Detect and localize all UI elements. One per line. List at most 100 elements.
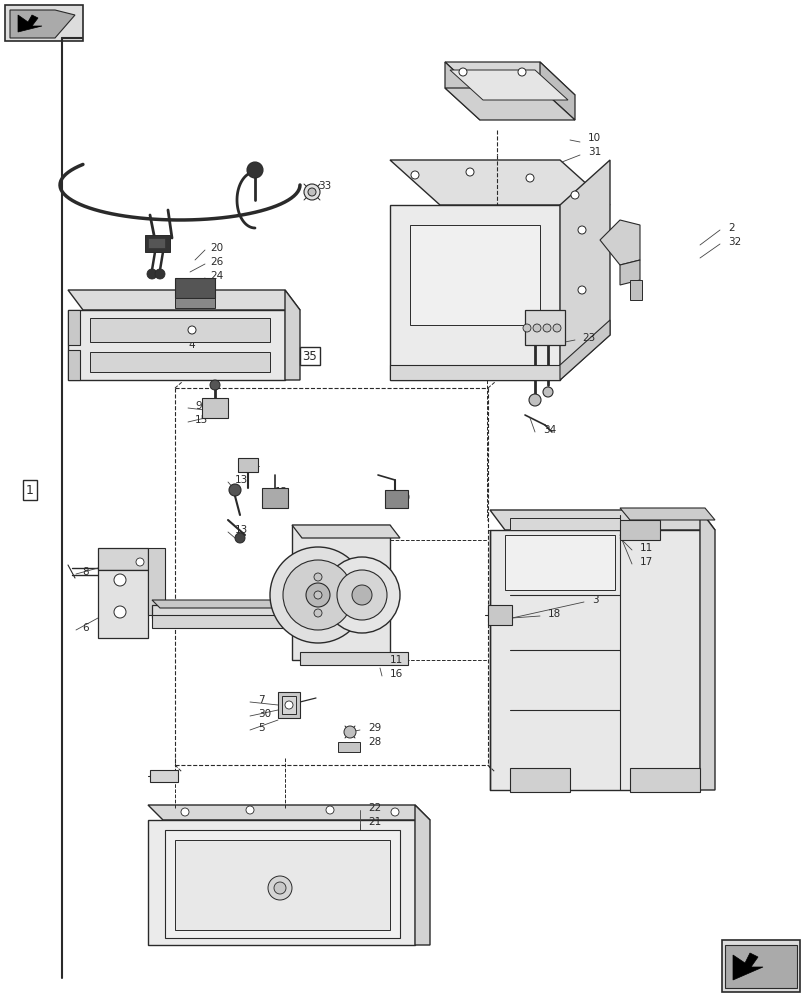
- Polygon shape: [337, 742, 359, 752]
- Polygon shape: [90, 352, 270, 372]
- Circle shape: [543, 324, 551, 332]
- Polygon shape: [444, 62, 574, 95]
- Text: 32: 32: [727, 237, 740, 247]
- Text: 26: 26: [210, 257, 223, 267]
- Circle shape: [181, 808, 189, 816]
- Text: 11: 11: [389, 655, 403, 665]
- Polygon shape: [98, 548, 148, 570]
- Circle shape: [135, 558, 144, 566]
- Text: 20: 20: [210, 243, 223, 253]
- Circle shape: [303, 184, 320, 200]
- Circle shape: [552, 324, 560, 332]
- Circle shape: [246, 806, 254, 814]
- Polygon shape: [389, 365, 560, 380]
- Circle shape: [155, 269, 165, 279]
- Polygon shape: [90, 318, 270, 342]
- Circle shape: [391, 808, 398, 816]
- Polygon shape: [285, 290, 299, 380]
- Text: 13: 13: [234, 475, 248, 485]
- Bar: [721, 940, 799, 992]
- Bar: [504, 535, 614, 590]
- Polygon shape: [175, 278, 215, 298]
- Polygon shape: [732, 953, 762, 980]
- Circle shape: [307, 188, 315, 196]
- Circle shape: [526, 174, 534, 182]
- Text: 4: 4: [188, 340, 195, 350]
- Polygon shape: [68, 290, 299, 310]
- Circle shape: [306, 583, 329, 607]
- Polygon shape: [175, 298, 215, 308]
- Polygon shape: [175, 840, 389, 930]
- Text: 16: 16: [389, 669, 403, 679]
- Text: 1: 1: [26, 484, 34, 496]
- Circle shape: [325, 806, 333, 814]
- Circle shape: [517, 68, 526, 76]
- Bar: [410, 225, 539, 325]
- Text: 33: 33: [318, 181, 331, 191]
- Polygon shape: [202, 398, 228, 418]
- Circle shape: [283, 560, 353, 630]
- Circle shape: [337, 570, 387, 620]
- Circle shape: [314, 591, 322, 599]
- Circle shape: [344, 726, 355, 738]
- Polygon shape: [449, 70, 568, 100]
- Polygon shape: [489, 510, 714, 530]
- Text: 35: 35: [303, 350, 317, 362]
- Circle shape: [577, 286, 586, 294]
- Circle shape: [532, 324, 540, 332]
- Circle shape: [147, 269, 157, 279]
- Polygon shape: [724, 945, 796, 988]
- Text: 34: 34: [543, 425, 556, 435]
- Circle shape: [247, 162, 263, 178]
- Polygon shape: [277, 692, 299, 718]
- Polygon shape: [384, 490, 407, 508]
- Polygon shape: [487, 605, 512, 625]
- Circle shape: [229, 484, 241, 496]
- Polygon shape: [148, 548, 165, 615]
- Polygon shape: [699, 510, 714, 790]
- Polygon shape: [150, 770, 178, 782]
- Text: 21: 21: [367, 817, 381, 827]
- Text: 31: 31: [587, 147, 600, 157]
- Polygon shape: [281, 696, 296, 714]
- Text: 6: 6: [82, 623, 88, 633]
- Circle shape: [466, 168, 474, 176]
- Text: 5: 5: [258, 723, 264, 733]
- Circle shape: [314, 609, 322, 617]
- Circle shape: [268, 876, 292, 900]
- Polygon shape: [620, 508, 714, 520]
- Bar: [629, 280, 642, 300]
- Text: 23: 23: [581, 333, 594, 343]
- Text: 24: 24: [210, 271, 223, 281]
- Circle shape: [285, 701, 293, 709]
- Text: 22: 22: [367, 803, 381, 813]
- Polygon shape: [620, 520, 659, 540]
- Polygon shape: [389, 160, 609, 205]
- Circle shape: [234, 533, 245, 543]
- Polygon shape: [560, 160, 609, 380]
- Polygon shape: [10, 10, 75, 38]
- Circle shape: [570, 191, 578, 199]
- Text: 28: 28: [367, 737, 381, 747]
- Circle shape: [528, 394, 540, 406]
- Polygon shape: [238, 458, 258, 472]
- Circle shape: [410, 171, 418, 179]
- Polygon shape: [444, 88, 574, 120]
- Polygon shape: [145, 235, 169, 252]
- Text: 12: 12: [275, 487, 288, 497]
- Polygon shape: [148, 820, 414, 945]
- Polygon shape: [68, 350, 80, 380]
- Circle shape: [270, 547, 366, 643]
- Circle shape: [543, 387, 552, 397]
- Polygon shape: [152, 615, 310, 628]
- Polygon shape: [165, 830, 400, 938]
- Polygon shape: [98, 570, 148, 638]
- Text: 9: 9: [195, 401, 201, 411]
- Circle shape: [577, 226, 586, 234]
- Polygon shape: [68, 310, 80, 345]
- Text: 17: 17: [639, 557, 652, 567]
- Circle shape: [114, 606, 126, 618]
- Text: 29: 29: [367, 723, 381, 733]
- Polygon shape: [525, 310, 564, 345]
- Polygon shape: [299, 652, 407, 665]
